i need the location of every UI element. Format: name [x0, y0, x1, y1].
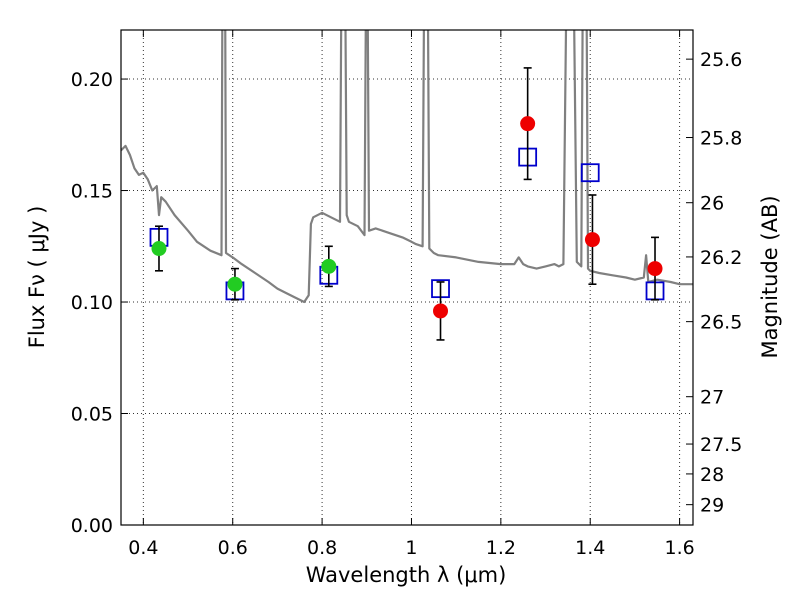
- infrared_obs-point: [520, 116, 536, 132]
- y2-tick-label: 26.5: [700, 312, 742, 334]
- y2-tick-label: 26.2: [700, 247, 742, 269]
- plot-frame: [120, 29, 694, 526]
- x-tick-label: 1.6: [664, 537, 694, 559]
- model-photometry-square: [580, 163, 600, 183]
- x-tick-label: 0.8: [307, 537, 337, 559]
- y2-tick-label: 28: [700, 464, 724, 486]
- y2-tick-label: 27.5: [700, 434, 742, 456]
- y-axis-label: Flux Fν ( μJy ): [25, 206, 49, 349]
- y2-tick-label: 27: [700, 387, 724, 409]
- model-spectrum-line: [121, 30, 693, 304]
- y2-axis-label: Magnitude (AB): [758, 195, 782, 358]
- y-tick-label: 0.05: [71, 404, 113, 426]
- optical_obs-point: [151, 241, 167, 257]
- infrared_obs-point: [647, 261, 663, 277]
- x-tick-label: 1.2: [486, 537, 516, 559]
- y-tick-label: 0.15: [71, 181, 113, 203]
- y-tick-label: 0.00: [71, 515, 113, 537]
- optical_obs-point: [227, 276, 243, 292]
- infrared_obs-point: [584, 232, 600, 248]
- x-tick-label: 1: [405, 537, 417, 559]
- infrared_obs-point: [433, 303, 449, 319]
- axes: 0.4 0.6 0.8 1 1.2 1.4 1.6 0.00 0.05 0.10 0.15 0.20 2…: [71, 30, 742, 559]
- y-tick-label: 0.10: [71, 292, 113, 314]
- y2-tick-label: 29: [700, 495, 724, 517]
- x-axis-label: Wavelength λ (μm): [306, 563, 507, 587]
- plot-area: [121, 30, 693, 341]
- x-tick-label: 0.6: [218, 537, 248, 559]
- y2-tick-label: 26: [700, 193, 724, 215]
- optical_obs-point: [321, 258, 337, 274]
- x-tick-label: 0.4: [128, 537, 158, 559]
- y2-tick-label: 25.8: [700, 128, 742, 150]
- grid: [121, 30, 693, 526]
- y2-tick-label: 25.6: [700, 49, 742, 71]
- y-tick-label: 0.20: [71, 69, 113, 91]
- x-tick-label: 1.4: [575, 537, 605, 559]
